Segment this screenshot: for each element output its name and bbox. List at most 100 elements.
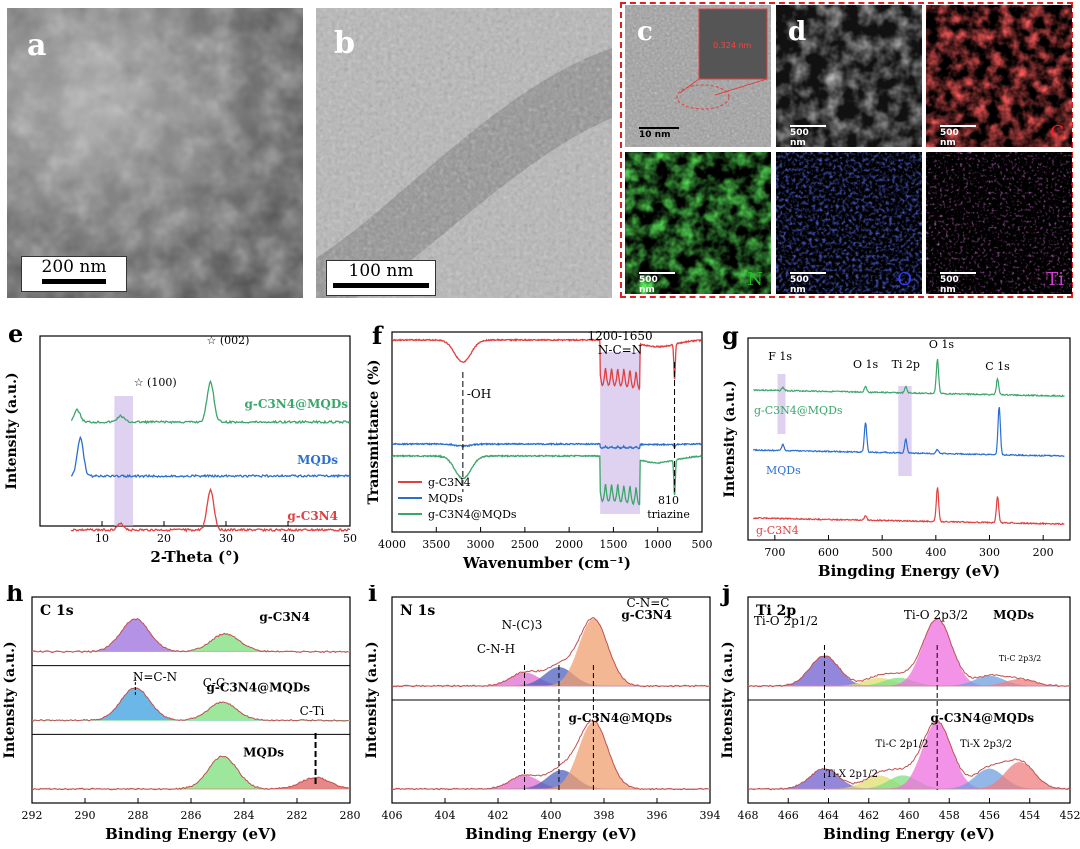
series-label: g-C3N4 bbox=[287, 509, 338, 523]
x-tick-label: 286 bbox=[181, 809, 202, 822]
eds-map-n: 500 nm N bbox=[625, 152, 771, 294]
panel-label: j bbox=[720, 585, 731, 607]
eds-map-ti: 500 nm Ti bbox=[926, 152, 1072, 294]
annotation: 810 bbox=[658, 494, 679, 507]
x-tick-label: 40 bbox=[281, 532, 295, 545]
annotation: Ti-C 2p3/2 bbox=[999, 654, 1041, 663]
chart-title: C 1s bbox=[40, 603, 74, 619]
y-axis-label: Intensity (a.u.) bbox=[364, 641, 380, 758]
x-tick-label: 396 bbox=[647, 809, 668, 822]
series-label: g-C3N4 bbox=[621, 608, 672, 622]
x-tick-label: 290 bbox=[75, 809, 96, 822]
series-line-g-C3N4 bbox=[391, 338, 702, 391]
x-tick-label: 400 bbox=[541, 809, 562, 822]
hrtem-image-panel: c 0.324 nm 10 nm bbox=[625, 5, 771, 147]
xps-n1s-chart: 406 404 402 400 398 396 394 Binding Energy (eV)… bbox=[364, 585, 721, 843]
fit-peak bbox=[31, 633, 351, 652]
x-tick-label: 3500 bbox=[422, 538, 450, 551]
x-tick-label: 458 bbox=[939, 809, 960, 822]
x-tick-label: 500 bbox=[872, 546, 893, 559]
annotation: Ti 2p bbox=[892, 358, 920, 371]
envelope-line bbox=[391, 720, 709, 791]
sem-image-panel: a 200 nm bbox=[7, 8, 303, 298]
sem-texture bbox=[7, 8, 303, 298]
x-axis-label: Wavenumber (cm⁻¹) bbox=[462, 554, 631, 572]
x-tick-label: 452 bbox=[1060, 809, 1080, 822]
x-tick-label: 402 bbox=[488, 809, 509, 822]
x-tick-label: 292 bbox=[22, 809, 43, 822]
chart-title: N 1s bbox=[400, 603, 435, 619]
annotation: N-(C)3 bbox=[502, 618, 543, 632]
eds-map-c: 500 nm C bbox=[926, 5, 1072, 147]
series-label: g-C3N4@MQDs bbox=[754, 404, 843, 417]
y-axis-label: Intensity (a.u.) bbox=[4, 372, 20, 489]
annotation: 1200-1650 bbox=[588, 329, 653, 343]
y-axis-label: Intensity (a.u.) bbox=[2, 641, 18, 758]
panel-label-c: c bbox=[637, 17, 653, 47]
hrtem-texture bbox=[625, 5, 771, 147]
scale-bar-a: 200 nm bbox=[21, 256, 127, 292]
series-line-g-C3N4 bbox=[70, 487, 350, 533]
annotation: O 1s bbox=[853, 358, 879, 371]
x-tick-label: 284 bbox=[234, 809, 255, 822]
x-tick-label: 1000 bbox=[644, 538, 672, 551]
x-tick-label: 2000 bbox=[555, 538, 583, 551]
series-label: g-C3N4 bbox=[259, 610, 310, 624]
fit-peak bbox=[748, 761, 1071, 790]
panel-label: h bbox=[6, 585, 23, 607]
x-tick-label: 460 bbox=[899, 809, 920, 822]
panel-label: f bbox=[372, 321, 384, 350]
series-label: g-C3N4@MQDs bbox=[245, 397, 349, 411]
x-tick-label: 468 bbox=[738, 809, 759, 822]
element-label-n: N bbox=[747, 269, 763, 290]
plot-frame bbox=[39, 335, 351, 527]
element-label-o: O bbox=[897, 269, 912, 290]
annotation: Ti-O 2p3/2 bbox=[904, 608, 968, 622]
fit-peak bbox=[392, 770, 710, 790]
panel-label: e bbox=[8, 319, 23, 348]
x-tick-label: 456 bbox=[979, 809, 1000, 822]
x-tick-label: 462 bbox=[858, 809, 879, 822]
plot-frame bbox=[747, 337, 1071, 541]
series-label: g-C3N4@MQDs bbox=[569, 711, 673, 725]
xrd-chart: 10 20 30 40 50 2-Theta (°) Intensity (a.u.) e g-… bbox=[4, 319, 357, 566]
x-axis-label: Bingding Energy (eV) bbox=[818, 562, 1000, 580]
annotation: -OH bbox=[467, 387, 491, 401]
chart-title: Ti 2p bbox=[756, 603, 796, 619]
envelope-line bbox=[32, 617, 349, 654]
x-tick-label: 398 bbox=[594, 809, 615, 822]
eds-mapping-frame bbox=[620, 2, 1073, 298]
y-axis-label: Transmittance (%) bbox=[366, 359, 382, 504]
x-tick-label: 20 bbox=[157, 532, 171, 545]
panel-label: i bbox=[368, 585, 377, 607]
lattice-spacing: 0.324 nm bbox=[713, 41, 752, 50]
element-label-ti: Ti bbox=[1046, 269, 1064, 290]
legend-label: MQDs bbox=[428, 492, 463, 505]
haadf-image-panel: d 500 nm bbox=[776, 5, 922, 147]
scale-text-b: 100 nm bbox=[348, 261, 414, 281]
series-label: MQDs bbox=[993, 608, 1034, 622]
scale-bar-b: 100 nm bbox=[326, 260, 436, 296]
scale-bar-d: 500 nm bbox=[790, 125, 826, 147]
x-tick-label: 280 bbox=[340, 809, 361, 822]
series-line-g-C3N4@MQDs bbox=[70, 379, 351, 425]
highlight-band bbox=[777, 374, 786, 434]
x-tick-label: 10 bbox=[95, 532, 109, 545]
x-tick-label: 400 bbox=[925, 546, 946, 559]
envelope-line bbox=[391, 617, 709, 688]
series-label: g-C3N4 bbox=[756, 524, 799, 537]
annotation: C-N-H bbox=[477, 642, 515, 656]
xps-c1s-chart: 292 290 288 286 284 282 280 Binding Energy (eV)… bbox=[2, 585, 361, 843]
series-line-MQDs bbox=[391, 442, 703, 450]
plot-frame bbox=[391, 331, 703, 533]
x-axis-label: Binding Energy (eV) bbox=[465, 825, 637, 843]
y-axis-label: Intensity (a.u.) bbox=[722, 380, 738, 497]
xps-survey-chart: 700 600 500 400 300 200 Bingding Energy (eV) In… bbox=[722, 321, 1071, 580]
annotation: Ti-C 2p1/2 bbox=[876, 739, 929, 750]
x-tick-label: 404 bbox=[435, 809, 456, 822]
panel-label-a: a bbox=[27, 28, 47, 63]
series-label: MQDs bbox=[766, 464, 801, 477]
legend-label: g-C3N4 bbox=[428, 476, 471, 489]
panel-label: g bbox=[722, 321, 739, 350]
annotation: F 1s bbox=[768, 350, 792, 363]
